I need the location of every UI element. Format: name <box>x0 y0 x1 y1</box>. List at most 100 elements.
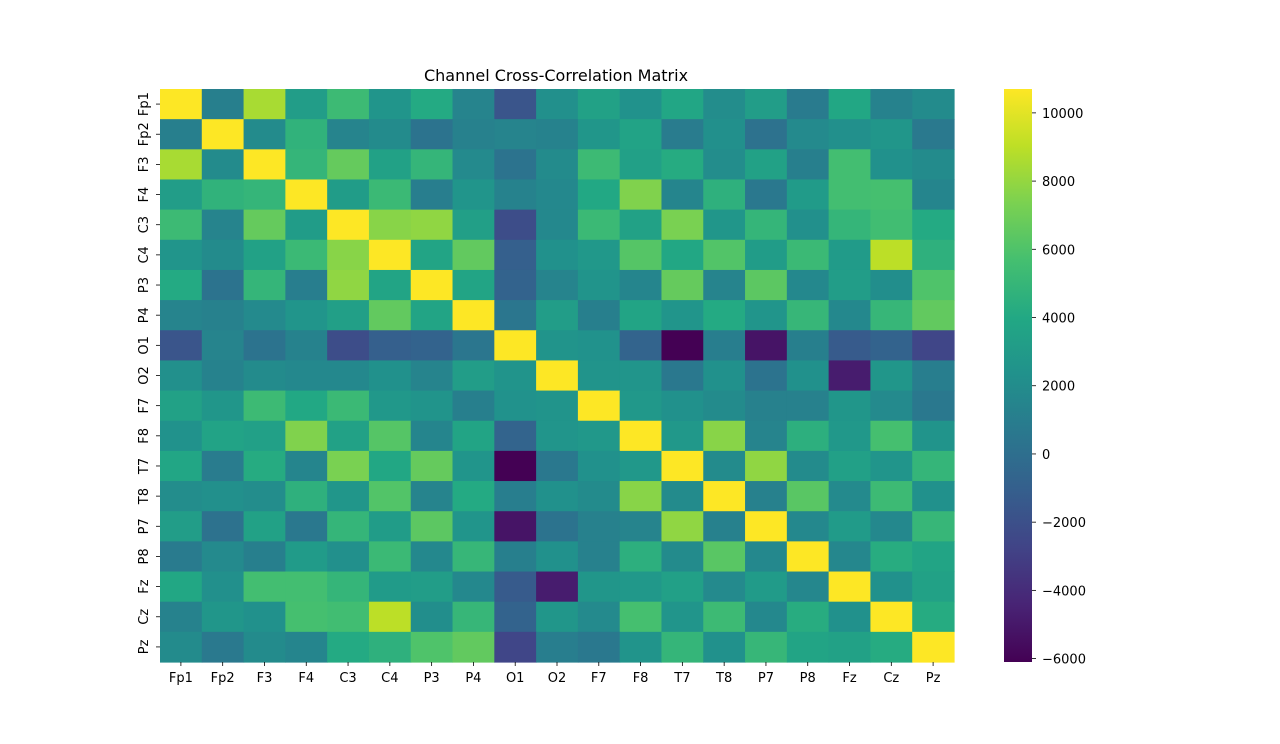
heatmap-cell <box>452 89 495 120</box>
x-tick-label: O1 <box>506 671 525 686</box>
heatmap-cell <box>368 601 412 633</box>
chart-title: Channel Cross-Correlation Matrix <box>424 66 688 85</box>
heatmap-cell <box>870 390 913 422</box>
heatmap-cell <box>619 269 663 301</box>
heatmap-cell <box>703 119 746 150</box>
heatmap-cell <box>243 209 286 241</box>
heatmap-cell <box>494 481 537 512</box>
x-tick-label: O2 <box>548 671 567 686</box>
x-tick-label: F4 <box>298 671 314 686</box>
heatmap-cell <box>160 239 203 271</box>
heatmap-cell <box>452 420 495 452</box>
heatmap-cell <box>494 179 537 211</box>
heatmap-cell <box>703 541 746 573</box>
heatmap-cell <box>452 571 495 603</box>
heatmap-cell <box>703 179 746 211</box>
heatmap-cell <box>912 179 955 211</box>
heatmap-cell <box>828 330 872 362</box>
heatmap-cell <box>285 269 328 301</box>
y-tick-label: C4 <box>137 246 152 263</box>
heatmap-cell <box>745 149 788 181</box>
heatmap-cell <box>870 300 913 331</box>
heatmap-cell <box>577 601 621 633</box>
heatmap-cell <box>619 209 663 241</box>
heatmap-cell <box>870 360 913 392</box>
heatmap-cell <box>828 300 872 331</box>
heatmap-cell <box>577 119 621 150</box>
colorbar-tick-label: −6000 <box>1042 653 1086 668</box>
colorbar-ticks: 10000 8000 6000 4000 2000 0 −2000 −4000 −6000 <box>1032 107 1086 668</box>
heatmap-cell <box>327 239 370 271</box>
heatmap-cell <box>243 119 286 150</box>
heatmap-cell <box>661 209 704 241</box>
heatmap-cell <box>661 330 704 362</box>
heatmap-cell <box>745 511 788 542</box>
heatmap-cell <box>410 330 454 362</box>
heatmap-cell <box>160 179 203 211</box>
heatmap-cell <box>577 330 621 362</box>
heatmap-cell <box>536 631 579 663</box>
heatmap-cell <box>619 481 663 512</box>
colorbar-tick-label: 0 <box>1042 448 1050 463</box>
heatmap-cell <box>160 601 203 633</box>
heatmap-cell <box>912 330 955 362</box>
heatmap-cell <box>201 511 245 542</box>
heatmap-cell <box>243 300 286 331</box>
colorbar-tick-label: 10000 <box>1042 107 1083 122</box>
heatmap-cell <box>368 239 412 271</box>
heatmap-cell <box>786 631 830 663</box>
heatmap-cell <box>243 541 286 573</box>
heatmap-cell <box>201 450 245 482</box>
heatmap-cell <box>703 481 746 512</box>
y-tick-label: P3 <box>137 277 152 293</box>
heatmap-cell <box>619 239 663 271</box>
heatmap-cell <box>619 571 663 603</box>
heatmap-cell <box>661 450 704 482</box>
colorbar-tick-label: 8000 <box>1042 175 1075 190</box>
heatmap-cell <box>285 571 328 603</box>
heatmap-cell <box>452 360 495 392</box>
heatmap-cell <box>285 330 328 362</box>
heatmap-cell <box>661 89 704 120</box>
heatmap-cell <box>536 269 579 301</box>
heatmap-cell <box>703 450 746 482</box>
heatmap-cell <box>870 541 913 573</box>
x-axis-ticks: Fp1 Fp2 F3 F4 C3 C4 P3 P4 O1 O2 F7 F8 T7 T8 P7 P8 Fz Cz Pz <box>169 662 941 686</box>
heatmap-cell <box>243 330 286 362</box>
heatmap-cell <box>327 450 370 482</box>
heatmap-cell <box>243 601 286 633</box>
heatmap-cell <box>661 119 704 150</box>
heatmap-cell <box>577 511 621 542</box>
heatmap-cell <box>828 420 872 452</box>
heatmap-cell <box>828 450 872 482</box>
heatmap-cell <box>160 450 203 482</box>
heatmap-cell <box>327 330 370 362</box>
heatmap-cell <box>285 300 328 331</box>
heatmap-cell <box>201 541 245 573</box>
heatmap-cell <box>327 209 370 241</box>
heatmap-cell <box>745 239 788 271</box>
heatmap-cell <box>786 571 830 603</box>
x-tick-label: T8 <box>715 671 732 686</box>
heatmap-cell <box>703 571 746 603</box>
heatmap-cell <box>368 420 412 452</box>
heatmap-cell <box>201 209 245 241</box>
y-axis-ticks: Fp1 Fp2 F3 F4 C3 C4 P3 P4 O1 O2 F7 F8 T7 T8 P7 P8 Fz Cz Pz <box>137 92 160 654</box>
heatmap-cell <box>661 601 704 633</box>
heatmap-cell <box>870 89 913 120</box>
heatmap-cell <box>160 541 203 573</box>
heatmap-cell <box>285 541 328 573</box>
heatmap-cell <box>368 330 412 362</box>
heatmap-cell <box>703 601 746 633</box>
heatmap-cell <box>160 269 203 301</box>
heatmap-cell <box>201 179 245 211</box>
heatmap-cell <box>870 149 913 181</box>
heatmap-cell <box>619 330 663 362</box>
heatmap-cell <box>285 390 328 422</box>
heatmap-cell <box>452 511 495 542</box>
y-tick-label: Fp2 <box>137 122 152 146</box>
heatmap-cell <box>201 330 245 362</box>
heatmap-cell <box>912 89 955 120</box>
x-tick-label: Fz <box>842 671 856 686</box>
